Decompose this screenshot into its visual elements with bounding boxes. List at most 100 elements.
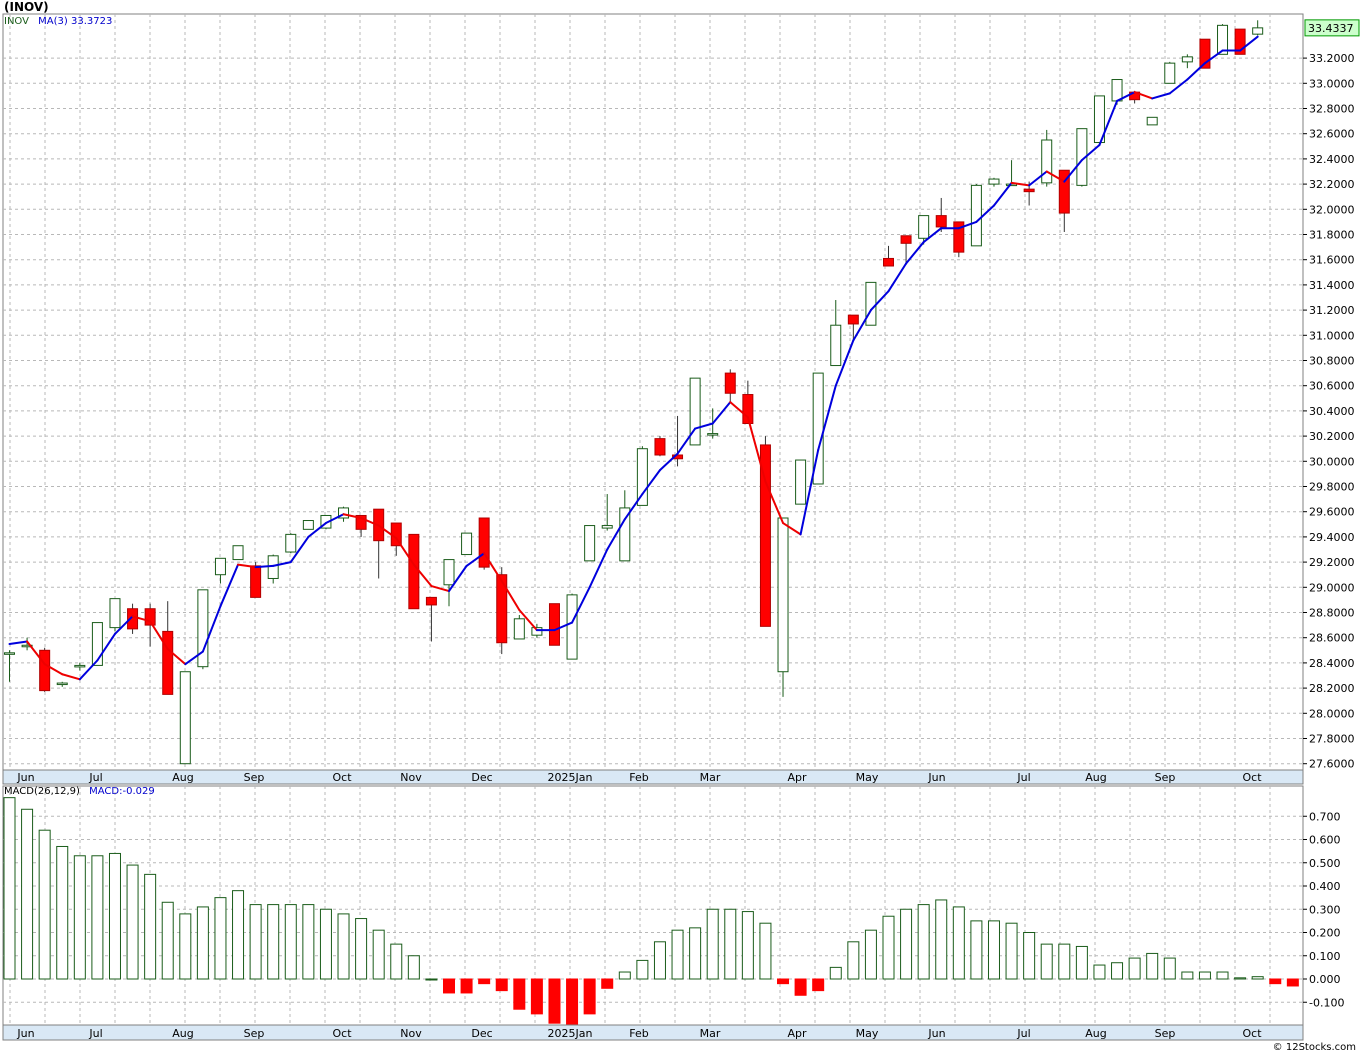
candle-body bbox=[302, 520, 314, 530]
price-y-tick-label: 28.0000 bbox=[1309, 707, 1355, 720]
price-y-tick-label: 31.0000 bbox=[1309, 329, 1355, 342]
ma-segment bbox=[113, 615, 134, 635]
x-axis-label: Oct bbox=[1242, 771, 1262, 784]
candle-body bbox=[900, 235, 912, 244]
price-y-tick-label: 30.2000 bbox=[1309, 430, 1355, 443]
price-x-axis: Jun Jul Aug Sep Oct Nov Dec 2025Jan Feb Mar Apr May… bbox=[2, 769, 1304, 785]
macd-bar bbox=[407, 955, 420, 980]
price-y-tick-label: 29.6000 bbox=[1309, 506, 1355, 519]
ma-segment bbox=[237, 563, 257, 569]
macd-bar bbox=[583, 978, 596, 1015]
ma-segment bbox=[307, 522, 327, 538]
price-y-tick-label: 31.4000 bbox=[1309, 279, 1355, 292]
ma-segment bbox=[588, 548, 609, 589]
ma-segment bbox=[219, 563, 240, 608]
ma-segment bbox=[817, 384, 837, 451]
ma-segment bbox=[254, 564, 275, 569]
candle-body bbox=[883, 257, 894, 267]
macd-bar bbox=[73, 855, 86, 980]
ma-segment bbox=[1045, 170, 1066, 183]
ma-segment bbox=[518, 608, 538, 632]
macd-bar bbox=[917, 904, 930, 980]
ma-segment bbox=[641, 469, 661, 496]
candle-body bbox=[1234, 28, 1246, 55]
candle-body bbox=[935, 215, 947, 228]
ma-segment bbox=[658, 452, 679, 472]
ma-segment bbox=[571, 586, 591, 624]
macd-bar bbox=[952, 906, 965, 980]
macd-x-axis: Jun Jul Aug Sep Oct Nov Dec 2025Jan Feb Mar Apr May… bbox=[2, 1024, 1304, 1041]
candle-body bbox=[777, 517, 789, 673]
candle-body bbox=[1181, 56, 1193, 63]
candle-body bbox=[425, 596, 437, 606]
candle-body bbox=[970, 184, 982, 247]
x-axis-label: Jul bbox=[1016, 1027, 1030, 1040]
candle-body bbox=[285, 533, 297, 553]
last-price-tag bbox=[1304, 19, 1360, 37]
macd-y-tick-label: 0.200 bbox=[1309, 927, 1341, 940]
ma-segment bbox=[869, 290, 890, 312]
ma-segment bbox=[500, 580, 521, 611]
ma-segment bbox=[43, 663, 64, 676]
ma-segment bbox=[483, 552, 503, 582]
macd-bar bbox=[794, 978, 807, 996]
ma-legend: MA(3) 33.3723 bbox=[38, 16, 113, 27]
price-panel: 27.6000 27.8000 28.0000 28.2000 28.4000 28.60… bbox=[2, 13, 1360, 771]
macd-y-tick-label: 0.700 bbox=[1309, 810, 1341, 823]
ma-segment bbox=[782, 522, 802, 536]
candle-body bbox=[461, 532, 473, 556]
candle-body bbox=[162, 630, 174, 695]
ma-segment bbox=[166, 648, 187, 666]
x-axis-label: Feb bbox=[629, 771, 648, 784]
macd-bar bbox=[987, 920, 1000, 980]
price-y-tick-label: 31.8000 bbox=[1309, 229, 1355, 242]
price-y-tick-label: 31.6000 bbox=[1309, 254, 1355, 267]
candle-body bbox=[601, 525, 613, 529]
ma-segment bbox=[26, 640, 46, 666]
candle-body bbox=[566, 594, 578, 660]
price-y-tick-label: 32.2000 bbox=[1309, 178, 1355, 191]
macd-bar bbox=[91, 855, 104, 980]
macd-bar bbox=[1198, 971, 1211, 980]
macd-bar bbox=[232, 890, 245, 980]
ma-segment bbox=[887, 262, 908, 293]
macd-bar bbox=[548, 978, 561, 1024]
macd-bar bbox=[900, 908, 913, 980]
x-axis-label: Jun bbox=[16, 771, 34, 784]
macd-bar bbox=[1005, 922, 1018, 980]
macd-y-tick-label: 0.000 bbox=[1309, 973, 1341, 986]
x-axis-label: Mar bbox=[700, 771, 721, 784]
ma-segment bbox=[360, 517, 380, 527]
ma-segment bbox=[922, 227, 943, 244]
price-y-tick-label: 29.2000 bbox=[1309, 556, 1355, 569]
ma-segment bbox=[729, 401, 749, 419]
x-axis-label: 2025Jan bbox=[548, 771, 593, 784]
x-axis-label: Oct bbox=[332, 1027, 352, 1040]
candle-body bbox=[39, 649, 51, 692]
candle-body bbox=[127, 608, 139, 630]
macd-bar bbox=[1251, 976, 1264, 980]
ma-segment bbox=[623, 493, 644, 521]
candle-body bbox=[1111, 79, 1123, 102]
macd-bar bbox=[337, 913, 350, 980]
ma-segment bbox=[676, 427, 697, 455]
x-axis-label: Dec bbox=[471, 771, 492, 784]
macd-bar bbox=[1181, 971, 1194, 980]
price-y-tick-label: 29.0000 bbox=[1309, 581, 1355, 594]
macd-bar bbox=[495, 978, 508, 992]
ma-segment bbox=[149, 620, 169, 651]
macd-bar bbox=[935, 899, 948, 980]
footer-credit: © 12Stocks.com bbox=[1272, 1042, 1356, 1053]
ma-segment bbox=[834, 339, 855, 387]
price-y-tick-label: 30.4000 bbox=[1309, 405, 1355, 418]
price-y-tick-label: 30.6000 bbox=[1309, 380, 1355, 393]
candle-body bbox=[654, 438, 666, 456]
macd-bar bbox=[179, 913, 192, 980]
ma-segment bbox=[1028, 170, 1048, 187]
x-axis-label: Jul bbox=[1016, 771, 1030, 784]
x-axis-label: Jun bbox=[927, 771, 945, 784]
macd-bar bbox=[425, 978, 438, 981]
macd-bar bbox=[38, 829, 51, 980]
macd-bar bbox=[161, 901, 174, 980]
